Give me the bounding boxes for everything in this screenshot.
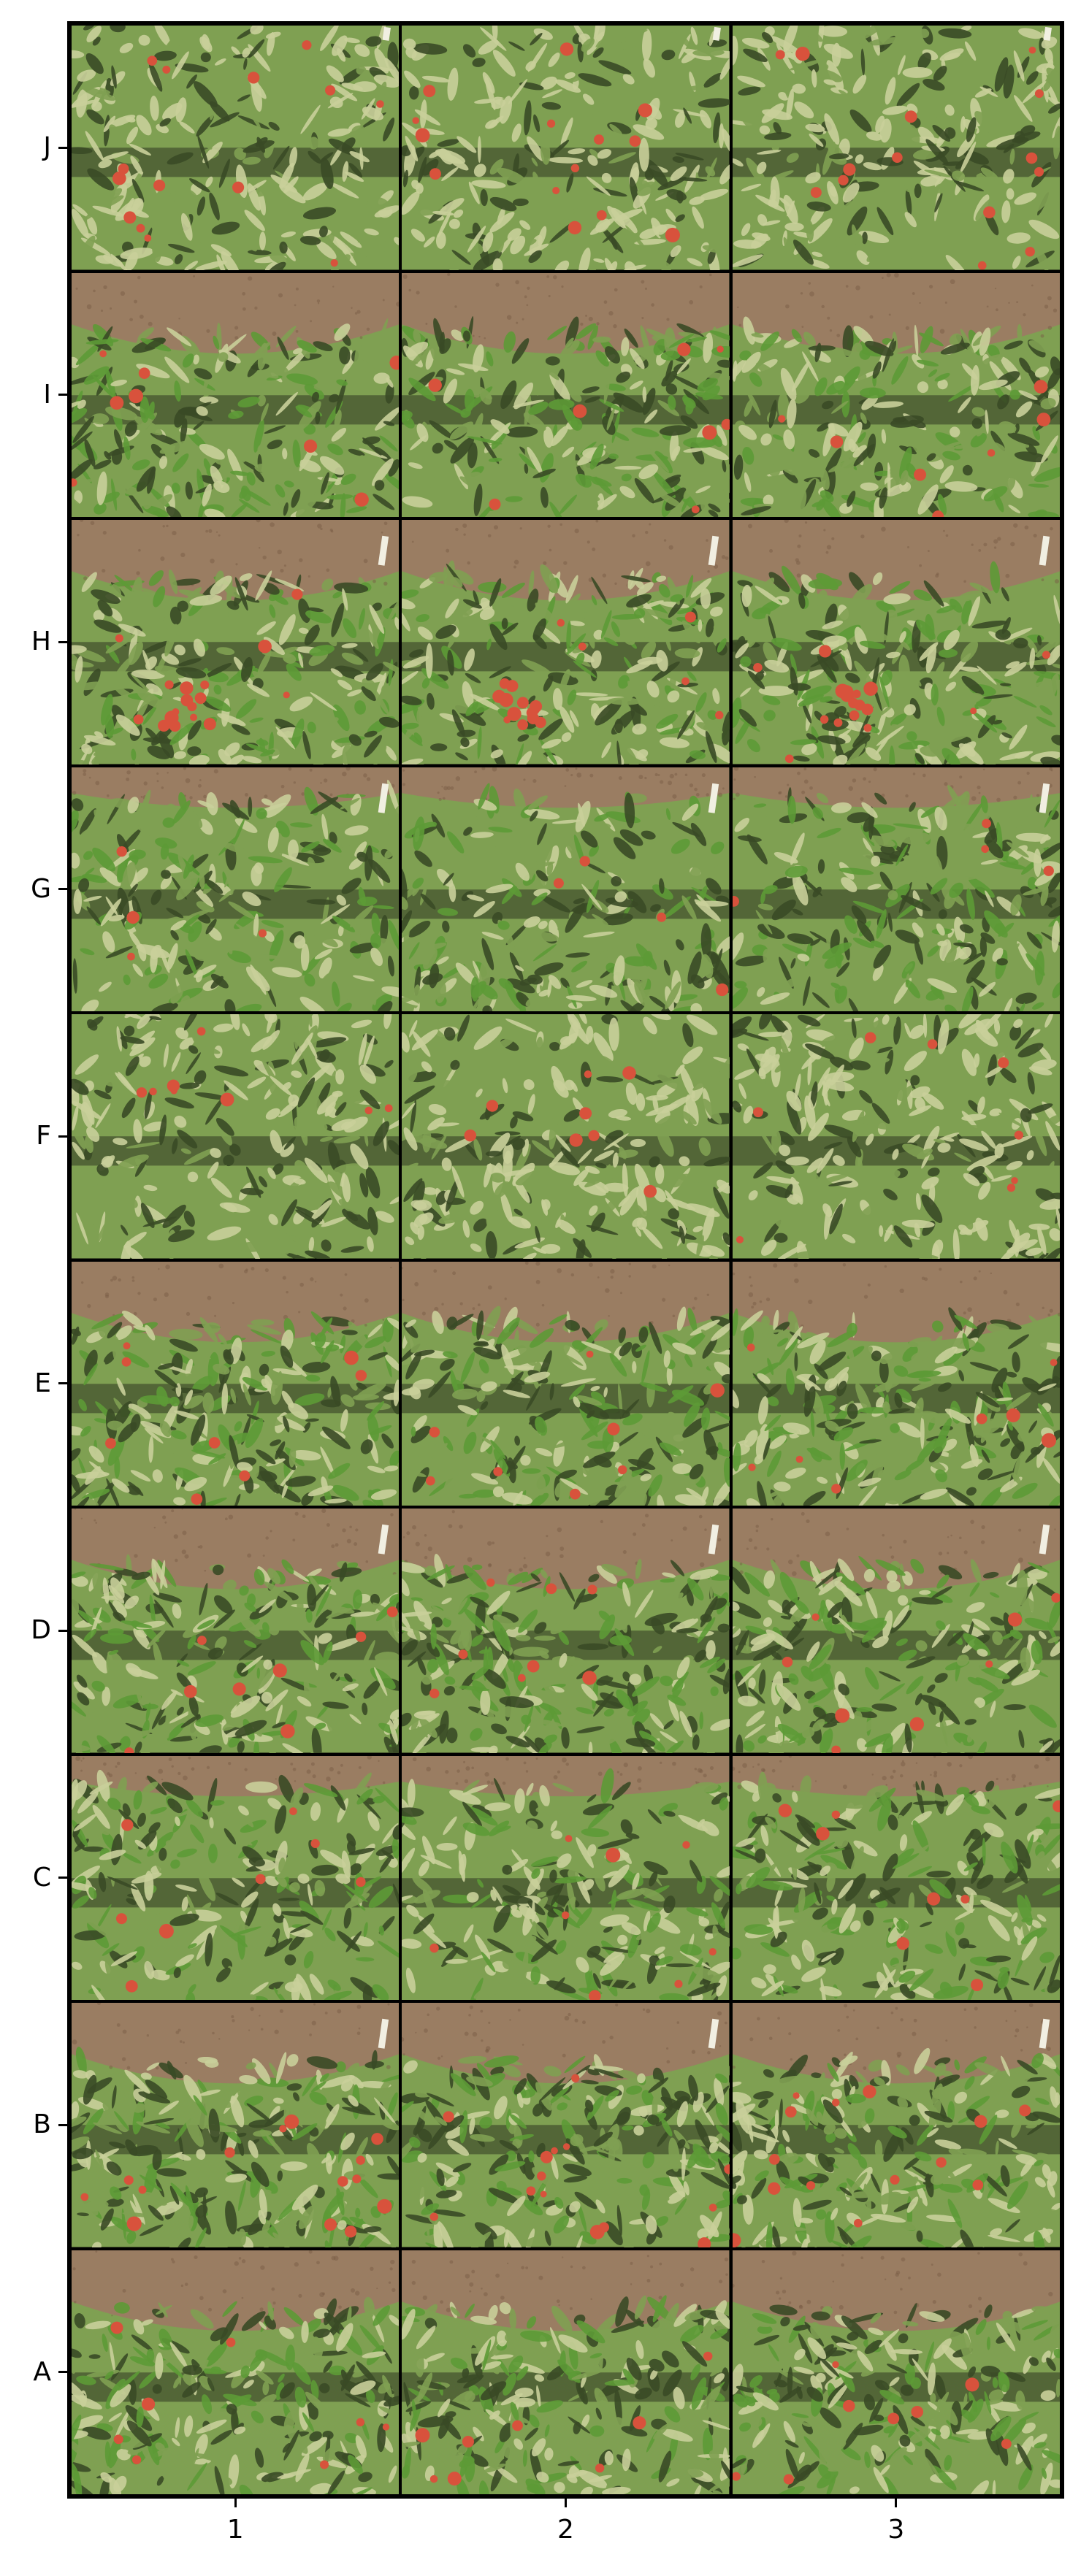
row-tick-a <box>58 2371 67 2374</box>
plot-image-i3 <box>730 271 1061 518</box>
plot-image-g3 <box>730 765 1061 1013</box>
row-tick-b <box>58 2123 67 2126</box>
plot-image-f2 <box>400 1013 731 1260</box>
plot-image-c1 <box>70 1754 401 2001</box>
column-label-1: 1 <box>226 2515 244 2545</box>
plot-image-g1 <box>70 765 401 1013</box>
row-tick-e <box>58 1382 67 1385</box>
plot-image-d1 <box>70 1507 401 1755</box>
row-tick-j <box>58 146 67 149</box>
plot-image-d2 <box>400 1507 731 1755</box>
column-label-2: 2 <box>557 2515 574 2545</box>
row-label-c: C <box>32 1862 51 1893</box>
plot-image-e1 <box>70 1260 401 1507</box>
row-label-d: D <box>31 1615 51 1646</box>
plot-image-f1 <box>70 1013 401 1260</box>
row-label-i: I <box>43 379 51 410</box>
row-tick-f <box>58 1135 67 1138</box>
plot-image-b3 <box>730 2001 1061 2249</box>
row-label-f: F <box>36 1121 51 1151</box>
plot-image-b1 <box>70 2001 401 2249</box>
plot-image-d3 <box>730 1507 1061 1755</box>
row-tick-c <box>58 1877 67 1879</box>
plot-image-j3 <box>730 24 1061 272</box>
plot-image-f3 <box>730 1013 1061 1260</box>
row-label-b: B <box>33 2109 51 2140</box>
plot-image-g2 <box>400 765 731 1013</box>
plot-image-h2 <box>400 518 731 766</box>
plot-image-a2 <box>400 2248 731 2496</box>
plot-image-c3 <box>730 1754 1061 2001</box>
column-label-3: 3 <box>887 2515 905 2545</box>
plot-image-e3 <box>730 1260 1061 1507</box>
plot-image-i2 <box>400 271 731 518</box>
plot-image-a3 <box>730 2248 1061 2496</box>
plot-image-a1 <box>70 2248 401 2496</box>
plot-image-h3 <box>730 518 1061 766</box>
plot-image-e2 <box>400 1260 731 1507</box>
column-tick-3 <box>895 2499 898 2507</box>
row-label-e: E <box>34 1368 51 1398</box>
row-tick-i <box>58 394 67 396</box>
row-label-g: G <box>31 873 51 904</box>
row-label-j: J <box>43 132 51 163</box>
row-tick-h <box>58 640 67 643</box>
column-tick-1 <box>234 2499 237 2507</box>
column-tick-2 <box>565 2499 567 2507</box>
plot-image-j1 <box>70 24 401 272</box>
plot-image-b2 <box>400 2001 731 2249</box>
plot-image-j2 <box>400 24 731 272</box>
image-grid-frame <box>67 21 1064 2499</box>
row-label-h: H <box>31 626 51 657</box>
plot-image-h1 <box>70 518 401 766</box>
row-label-a: A <box>33 2356 51 2387</box>
row-tick-g <box>58 888 67 891</box>
row-tick-d <box>58 1629 67 1632</box>
plot-image-c2 <box>400 1754 731 2001</box>
plot-image-i1 <box>70 271 401 518</box>
